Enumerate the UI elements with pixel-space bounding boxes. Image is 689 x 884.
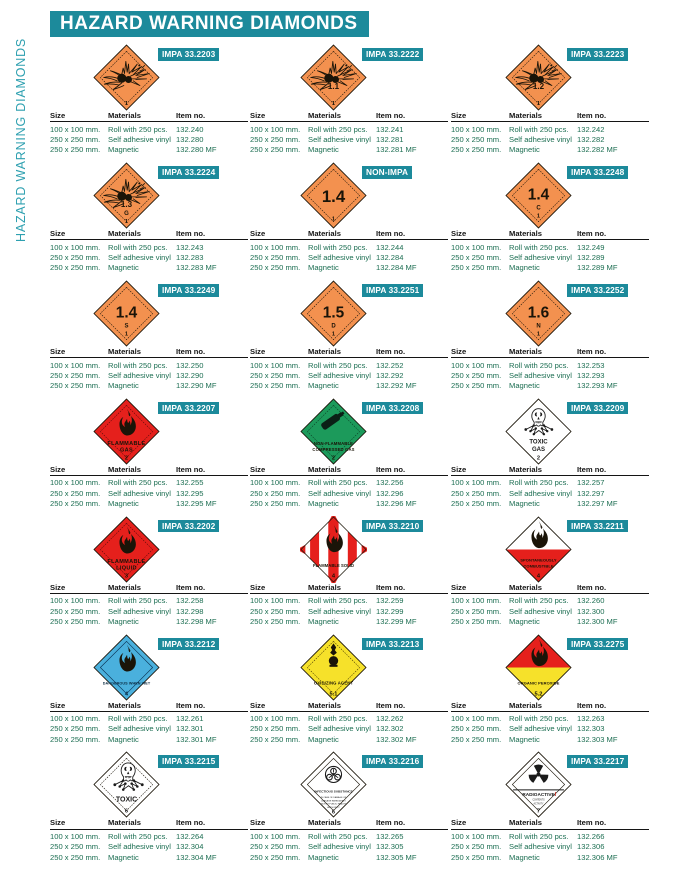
svg-text:LEAKAGE IMMEDIATELY: LEAKAGE IMMEDIATELY: [321, 800, 346, 803]
svg-text:D: D: [331, 323, 336, 329]
svg-text:6: 6: [125, 809, 128, 815]
svg-text:LIQUID: LIQUID: [116, 565, 137, 571]
svg-text:S: S: [124, 323, 128, 329]
svg-text:2: 2: [537, 455, 540, 461]
svg-text:1.6: 1.6: [528, 304, 550, 321]
svg-text:6: 6: [332, 810, 335, 816]
svg-text:NON-FLAMMABLE: NON-FLAMMABLE: [314, 441, 353, 446]
svg-text:FLAMMABLE SOLID: FLAMMABLE SOLID: [313, 563, 354, 568]
svg-text:DANGEROUS WHEN WET: DANGEROUS WHEN WET: [103, 681, 151, 685]
svg-text:1.4: 1.4: [322, 187, 346, 206]
svg-text:1: 1: [332, 101, 335, 107]
svg-text:IN CASE OF DAMAGE OR: IN CASE OF DAMAGE OR: [321, 796, 347, 799]
svg-text:7: 7: [537, 809, 540, 815]
svg-text:1: 1: [125, 219, 128, 225]
svg-text:2: 2: [125, 455, 128, 461]
svg-text:GAS: GAS: [120, 447, 133, 453]
svg-text:1: 1: [125, 101, 128, 107]
svg-text:ACTIVITY: ACTIVITY: [534, 803, 544, 806]
svg-text:1: 1: [537, 331, 540, 337]
svg-text:1.3: 1.3: [121, 200, 133, 209]
svg-text:AUTHORITY: AUTHORITY: [327, 806, 340, 809]
svg-text:1: 1: [537, 101, 540, 107]
svg-text:COMPRESSED GAS: COMPRESSED GAS: [312, 447, 354, 452]
svg-text:ORGANIC PEROXIDE: ORGANIC PEROXIDE: [518, 680, 560, 685]
svg-text:FLAMMABLE: FLAMMABLE: [107, 558, 145, 564]
svg-text:1: 1: [125, 331, 128, 337]
svg-text:RADIOACTIVE: RADIOACTIVE: [522, 792, 554, 797]
svg-text:1.4: 1.4: [116, 304, 138, 321]
svg-text:N: N: [536, 323, 540, 329]
svg-text:GAS: GAS: [532, 447, 545, 453]
svg-text:G: G: [124, 211, 129, 217]
svg-text:TOXIC: TOXIC: [529, 439, 548, 445]
svg-text:TOXIC: TOXIC: [116, 797, 137, 804]
svg-text:5.1: 5.1: [330, 691, 338, 697]
svg-text:C: C: [536, 205, 541, 211]
svg-text:OXIDIZING AGENT: OXIDIZING AGENT: [314, 680, 354, 685]
svg-text:1.5: 1.5: [323, 304, 345, 321]
svg-text:NOTIFY PUBLIC HEALTH: NOTIFY PUBLIC HEALTH: [321, 803, 346, 806]
svg-text:2: 2: [332, 455, 335, 461]
svg-text:INFECTIOUS SUBSTANCE: INFECTIOUS SUBSTANCE: [314, 790, 352, 794]
svg-text:COMBUSTIBLE: COMBUSTIBLE: [523, 563, 553, 568]
svg-text:1.2: 1.2: [533, 82, 545, 91]
svg-text:3: 3: [125, 573, 128, 579]
svg-text:1.4: 1.4: [528, 186, 550, 203]
svg-text:FLAMMABLE: FLAMMABLE: [107, 441, 145, 447]
svg-text:1: 1: [332, 331, 335, 337]
svg-text:CONTENTS: CONTENTS: [532, 800, 545, 802]
svg-text:SPONTANEOUSLY: SPONTANEOUSLY: [520, 557, 557, 562]
svg-text:1.1: 1.1: [328, 82, 340, 91]
svg-text:1: 1: [332, 216, 335, 222]
svg-text:1: 1: [537, 214, 540, 220]
svg-text:5.2: 5.2: [535, 691, 543, 697]
